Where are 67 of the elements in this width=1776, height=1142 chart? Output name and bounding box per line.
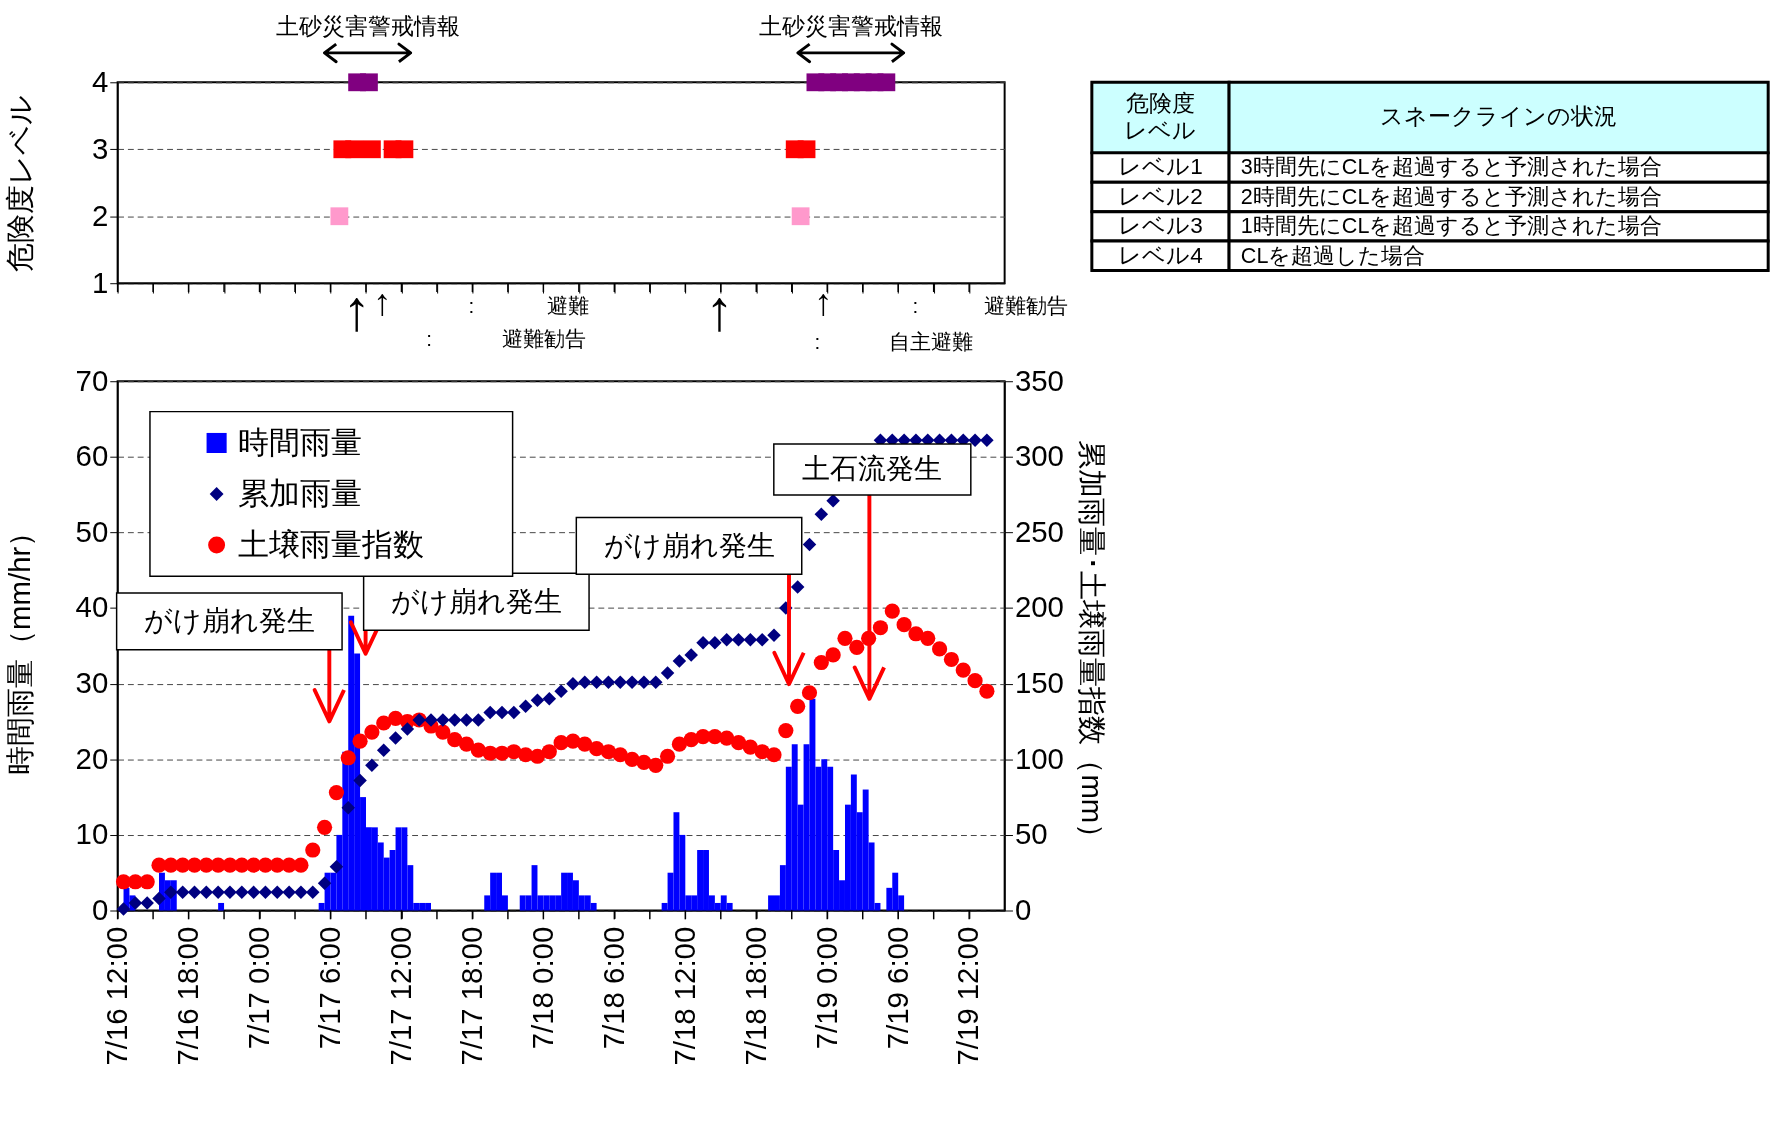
legend-label: 時間雨量 [238,424,363,460]
x-tick-label: 7/16 12:00 [99,926,133,1066]
text: 1時間先にCLを超過すると予測された場合 [1240,213,1663,239]
category-label: 危険度レベル [1124,90,1197,144]
category-label: レベル4 [1118,242,1203,268]
text: CLを超過した場合 [1240,242,1426,268]
annotation: がけ崩れ発生 [603,528,775,561]
y-tick-label: 1 [91,265,109,299]
y-tick-label: 50 [75,514,109,548]
x-tick-label: 7/18 18:00 [738,926,772,1066]
y-tick-label: 4 [91,64,109,98]
x-tick-label: 7/19 12:00 [951,926,985,1066]
x-tick-label: 7/17 12:00 [383,926,417,1066]
x-tick-label: 7/17 6:00 [312,926,346,1050]
x-tick-label: 7/19 0:00 [809,926,843,1050]
text: : [912,293,919,317]
y-tick-label: 60 [75,439,109,473]
y-tick-label: 40 [75,590,109,624]
y-tick-label: 20 [75,741,109,775]
text: 避難勧告 [984,293,1069,317]
category-label: スネークラインの状況 [1380,104,1618,130]
y-tick-label: 2 [91,198,109,232]
y2-tick-label: 100 [1014,741,1064,775]
text: 土砂災害警戒情報 [758,14,943,40]
y2-axis-title: 累加雨量･土壌雨量指数（mm） [1075,440,1109,853]
y2-tick-label: 150 [1014,665,1064,699]
text: 避難 [546,293,589,317]
annotation: がけ崩れ発生 [143,604,315,637]
text: : [426,326,433,350]
y2-tick-label: 300 [1014,439,1064,473]
legend-label: 土壌雨量指数 [238,526,425,562]
y-tick-label: 3 [91,131,109,165]
y2-tick-label: 200 [1014,590,1064,624]
category-label: レベル1 [1118,154,1203,180]
x-tick-label: 7/18 12:00 [667,926,701,1066]
legend-label: 累加雨量 [238,475,363,511]
annotation: 土石流発生 [802,452,943,485]
text: 自主避難 [888,329,973,353]
annotation: ↑ [342,279,371,343]
y2-tick-label: 350 [1014,363,1064,397]
y-tick-label: 30 [75,665,109,699]
y-tick-label: 0 [91,892,109,926]
x-tick-label: 7/17 18:00 [454,926,488,1066]
category-label: レベル2 [1118,183,1203,209]
text: 2時間先にCLを超過すると予測された場合 [1240,183,1663,209]
y-axis-title: 時間雨量（mm/hr） [2,517,36,775]
x-tick-label: 7/17 0:00 [241,926,275,1050]
text: : [814,329,821,353]
annotation: ↑ [705,279,734,343]
text: 避難勧告 [501,326,586,350]
x-tick-label: 7/19 6:00 [880,926,914,1050]
annotation: ↑ [372,280,392,323]
annotation: がけ崩れ発生 [390,584,562,617]
x-tick-label: 7/18 6:00 [596,926,630,1050]
text: 3時間先にCLを超過すると予測された場合 [1240,154,1663,180]
y-tick-label: 70 [75,363,109,397]
x-tick-label: 7/18 0:00 [525,926,559,1050]
y-axis-title: 危険度レベル [2,94,36,272]
annotation: ↑ [814,280,833,323]
y-tick-label: 10 [75,817,109,851]
y2-tick-label: 250 [1014,514,1064,548]
text: 土砂災害警戒情報 [275,14,460,40]
y2-tick-label: 50 [1014,817,1048,851]
category-label: レベル3 [1118,213,1203,239]
x-tick-label: 7/16 18:00 [170,926,204,1066]
text: : [468,293,475,317]
y2-tick-label: 0 [1014,892,1032,926]
